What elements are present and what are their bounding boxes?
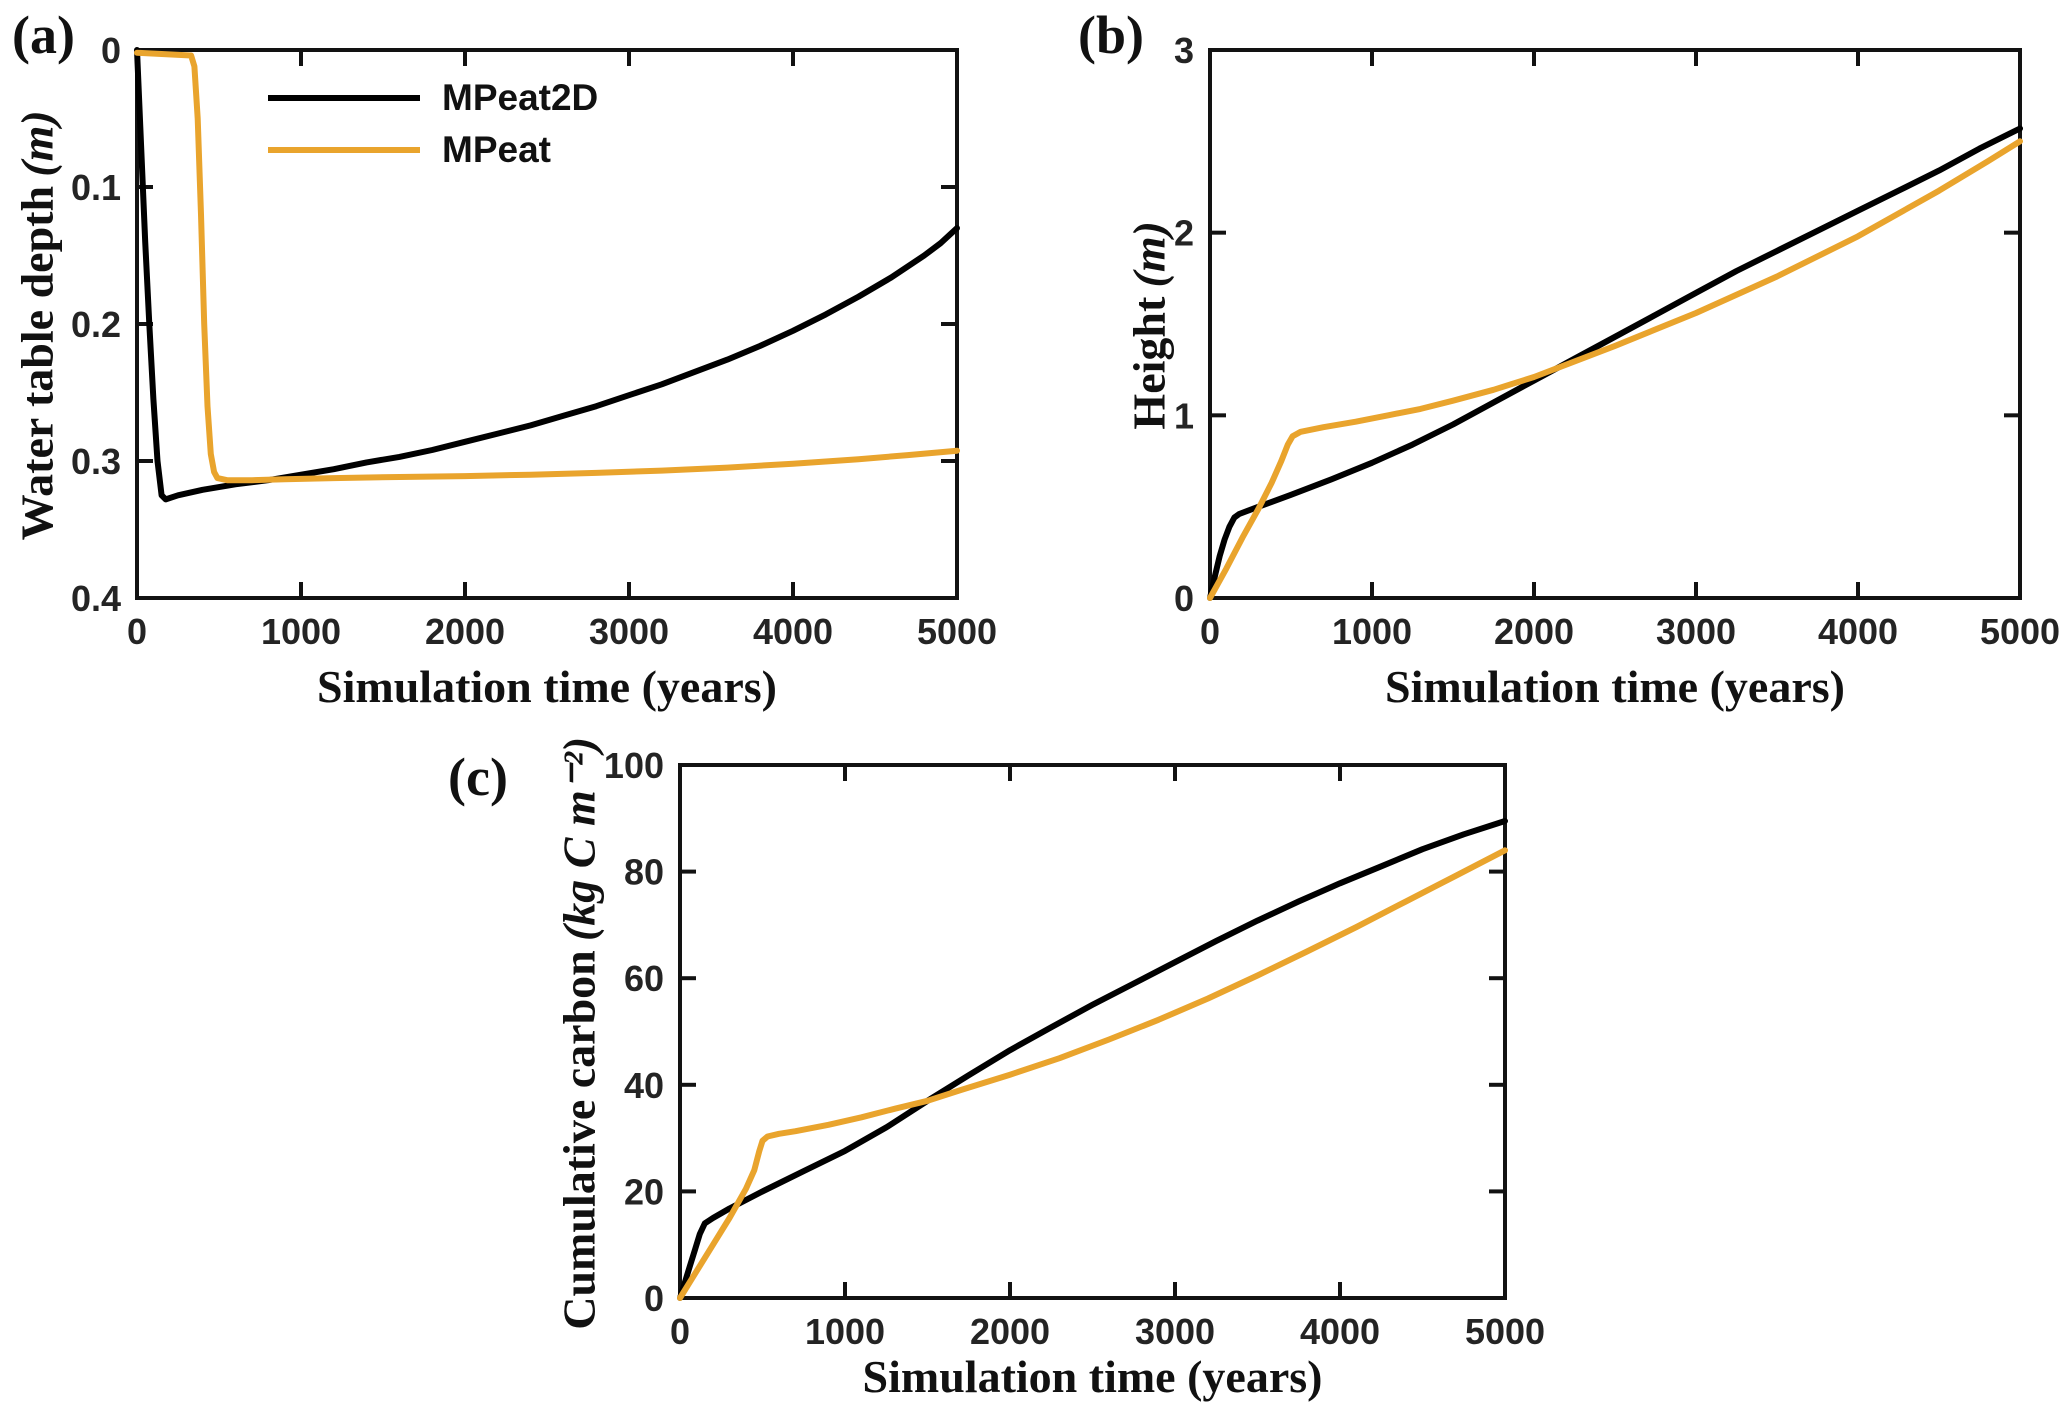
panel-a-ytick-label: 0.2: [71, 304, 121, 345]
panel-c-ytick-label: 20: [624, 1171, 664, 1212]
panel-c-xaxis-title: Simulation time (years): [862, 1351, 1323, 1402]
panel-b-label: (b): [1078, 5, 1144, 65]
panel-c-ytick-label: 0: [644, 1278, 664, 1319]
panel-b-xtick-label: 4000: [1818, 611, 1898, 652]
panel-a-xtick-label: 1000: [261, 611, 341, 652]
panel-b-xtick-label: 5000: [1980, 611, 2060, 652]
panel-b-xtick-label: 1000: [1332, 611, 1412, 652]
panel-c-ytick-label: 40: [624, 1065, 664, 1106]
panel-b-ytick-label: 3: [1174, 30, 1194, 71]
panel-a-label: (a): [12, 5, 75, 65]
panel-c-xtick-label: 1000: [805, 1311, 885, 1352]
series-mpeat2d-panel-b: [1207, 125, 2023, 601]
panel-a-xtick-label: 2000: [425, 611, 505, 652]
panel-c-yaxis-title: Cumulative carbon (kg C m⁻²): [553, 703, 606, 1363]
panel-a-ytick-label: 0: [101, 30, 121, 71]
panel-a-ytick-label: 0.3: [71, 441, 121, 482]
panel-a-ytick-label: 0.1: [71, 167, 121, 208]
panel-a-xtick-label: 5000: [917, 611, 997, 652]
panel-c-yaxis-unit: (kg C m⁻²): [553, 736, 605, 942]
panel-a-yaxis-title-text: Water table depth: [11, 185, 63, 541]
series-mpeat-panel-b: [1207, 138, 2023, 601]
series-mpeat-panel-c: [677, 847, 1508, 1301]
panel-c-xtick-label: 2000: [970, 1311, 1050, 1352]
panel-c-ytick-label: 100: [604, 745, 664, 786]
panel-a-xaxis-title: Simulation time (years): [317, 661, 777, 712]
panel-b-ytick-label: 2: [1174, 213, 1194, 254]
panel-c-axes-box: [678, 763, 1507, 1300]
panel-c-ytick-label: 60: [624, 958, 664, 999]
panel-a-yaxis-unit: (m): [11, 110, 63, 177]
series-mpeat-panel-a: [134, 49, 960, 484]
panel-c-xtick-label: 5000: [1465, 1311, 1545, 1352]
legend-line-sample-mpeat: [268, 147, 420, 153]
panel-c-xtick-label: 0: [670, 1311, 690, 1352]
panel-a-yaxis-title: Water table depth (m): [11, 51, 64, 599]
panel-c-xtick-label: 4000: [1300, 1311, 1380, 1352]
panel-c-ytick-label: 80: [624, 852, 664, 893]
series-mpeat2d-panel-c: [677, 818, 1508, 1301]
panel-c-xtick-label: 3000: [1135, 1311, 1215, 1352]
legend-line-sample-mpeat2d: [268, 95, 420, 101]
legend: MPeat2D MPeat: [268, 72, 598, 176]
panel-a-ytick-label: 0.4: [71, 578, 121, 619]
legend-label-mpeat2d: MPeat2D: [442, 77, 599, 118]
panel-b-yaxis-title: Height (m): [1123, 51, 1176, 599]
legend-item-mpeat: MPeat: [268, 124, 598, 176]
panel-b-xtick-label: 0: [1200, 611, 1220, 652]
panel-b-yaxis-title-text: Height: [1123, 296, 1175, 430]
series-mpeat2d-panel-a: [134, 47, 960, 503]
panel-b-xtick-label: 3000: [1656, 611, 1736, 652]
legend-label-mpeat: MPeat: [442, 129, 551, 170]
panel-b-ytick-label: 0: [1174, 578, 1194, 619]
panel-a-xtick-label: 3000: [589, 611, 669, 652]
legend-item-mpeat2d: MPeat2D: [268, 72, 598, 124]
panel-a-xtick-label: 4000: [753, 611, 833, 652]
panel-b-xtick-label: 2000: [1494, 611, 1574, 652]
panel-b-yaxis-unit: (m): [1123, 221, 1175, 288]
panel-c-label: (c): [448, 747, 508, 807]
panel-a-xtick-label: 0: [127, 611, 147, 652]
panel-b-axes-box: [1208, 48, 2022, 600]
panel-b-ytick-label: 1: [1174, 395, 1194, 436]
panel-b-xaxis-title: Simulation time (years): [1385, 661, 1845, 712]
panel-c-yaxis-title-text: Cumulative carbon: [553, 950, 605, 1330]
